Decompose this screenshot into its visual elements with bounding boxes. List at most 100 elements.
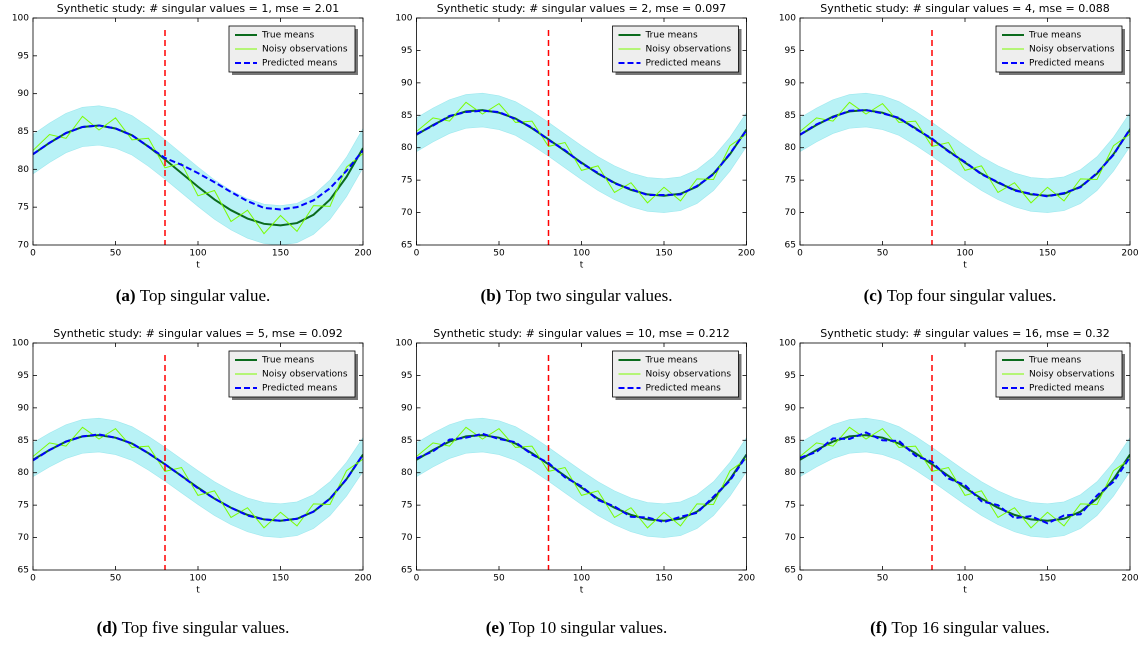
series-line — [416, 101, 747, 204]
caption-text: Top 16 singular values. — [891, 618, 1049, 637]
legend-label: True means — [261, 356, 315, 366]
y-tick-label: 85 — [18, 127, 29, 137]
legend-label: True means — [1028, 356, 1082, 366]
x-tick-label: 0 — [30, 249, 36, 259]
series-line — [800, 434, 1130, 522]
chart-title: Synthetic study: # singular values = 5, … — [53, 327, 342, 340]
x-tick-label: 0 — [797, 574, 803, 584]
legend-label: Noisy observations — [646, 370, 732, 380]
caption-text: Top two singular values. — [506, 286, 673, 305]
subplot: Synthetic study: # singular values = 4, … — [779, 2, 1139, 305]
y-tick-label: 100 — [12, 14, 29, 24]
y-tick-label: 95 — [18, 51, 29, 61]
y-tick-label: 70 — [785, 533, 797, 543]
y-tick-label: 95 — [785, 46, 796, 56]
y-tick-label: 75 — [18, 501, 29, 511]
legend-label: True means — [1028, 31, 1082, 41]
caption-label: (a) — [116, 286, 136, 305]
y-tick-label: 90 — [785, 78, 797, 88]
x-tick-label: 0 — [414, 574, 420, 584]
x-axis-label: t — [580, 261, 584, 271]
interval-band — [800, 92, 1130, 213]
y-tick-label: 65 — [18, 566, 29, 576]
legend-label: Predicted means — [1029, 59, 1105, 69]
y-tick-label: 65 — [785, 566, 796, 576]
y-tick-label: 75 — [401, 501, 412, 511]
x-axis-label: t — [963, 261, 967, 271]
x-tick-label: 100 — [573, 249, 590, 259]
x-tick-label: 50 — [877, 249, 889, 259]
x-tick-label: 200 — [354, 574, 371, 584]
plot-area — [800, 355, 1130, 570]
x-axis-label: t — [580, 586, 584, 596]
x-tick-label: 0 — [414, 249, 420, 259]
legend-label: True means — [645, 356, 699, 366]
y-tick-label: 70 — [18, 241, 30, 251]
x-tick-label: 50 — [493, 249, 505, 259]
x-tick-label: 150 — [272, 574, 289, 584]
x-tick-label: 100 — [956, 249, 973, 259]
subplot: Synthetic study: # singular values = 10,… — [395, 327, 755, 637]
series-line — [416, 432, 747, 524]
x-tick-label: 100 — [189, 249, 206, 259]
legend-label: Predicted means — [646, 384, 722, 394]
interval-band — [416, 92, 747, 213]
chart-title: Synthetic study: # singular values = 2, … — [437, 2, 726, 15]
y-tick-label: 65 — [401, 566, 412, 576]
caption-label: (c) — [864, 286, 883, 305]
caption: (e) Top 10 singular values. — [486, 618, 668, 637]
series-line — [800, 426, 1130, 529]
series-line — [33, 115, 363, 235]
y-tick-label: 65 — [785, 241, 796, 251]
y-tick-label: 75 — [401, 176, 412, 186]
caption: (d) Top five singular values. — [97, 618, 290, 637]
y-tick-label: 100 — [395, 339, 412, 349]
y-tick-label: 95 — [785, 371, 796, 381]
series-line — [33, 124, 363, 227]
legend-label: True means — [261, 31, 315, 41]
caption-text: Top 10 singular values. — [509, 618, 667, 637]
y-tick-label: 65 — [401, 241, 412, 251]
y-tick-label: 80 — [18, 165, 30, 175]
series-line — [33, 426, 363, 529]
x-tick-label: 50 — [110, 249, 122, 259]
y-tick-label: 80 — [401, 143, 413, 153]
y-tick-label: 70 — [401, 208, 413, 218]
y-tick-label: 85 — [401, 111, 412, 121]
caption-text: Top four singular values. — [887, 286, 1057, 305]
y-tick-label: 85 — [18, 436, 29, 446]
legend-label: True means — [645, 31, 699, 41]
legend-label: Predicted means — [1029, 384, 1105, 394]
interval-band — [33, 417, 363, 538]
legend-label: Noisy observations — [262, 370, 348, 380]
x-tick-label: 150 — [655, 574, 672, 584]
y-tick-label: 100 — [12, 339, 29, 349]
y-tick-label: 70 — [401, 533, 413, 543]
y-tick-label: 90 — [18, 403, 30, 413]
caption: (a) Top singular value. — [116, 286, 271, 305]
y-tick-label: 90 — [785, 403, 797, 413]
x-tick-label: 200 — [738, 249, 755, 259]
caption: (c) Top four singular values. — [864, 286, 1057, 305]
x-tick-label: 50 — [877, 574, 889, 584]
y-tick-label: 80 — [785, 468, 797, 478]
plot-area — [416, 355, 747, 570]
y-tick-label: 75 — [18, 203, 29, 213]
y-tick-label: 95 — [18, 371, 29, 381]
plot-area — [33, 30, 363, 245]
x-tick-label: 100 — [956, 574, 973, 584]
plot-area — [416, 30, 747, 245]
caption: (b) Top two singular values. — [481, 286, 673, 305]
series-line — [33, 124, 363, 211]
subplot: Synthetic study: # singular values = 2, … — [395, 2, 755, 305]
caption: (f) Top 16 singular values. — [870, 618, 1050, 637]
legend-label: Noisy observations — [1029, 370, 1115, 380]
y-tick-label: 75 — [785, 176, 796, 186]
legend-label: Predicted means — [646, 59, 722, 69]
x-tick-label: 50 — [493, 574, 505, 584]
x-axis-label: t — [196, 261, 200, 271]
legend-label: Predicted means — [262, 59, 338, 69]
x-tick-label: 100 — [189, 574, 206, 584]
plot-area — [800, 30, 1130, 245]
